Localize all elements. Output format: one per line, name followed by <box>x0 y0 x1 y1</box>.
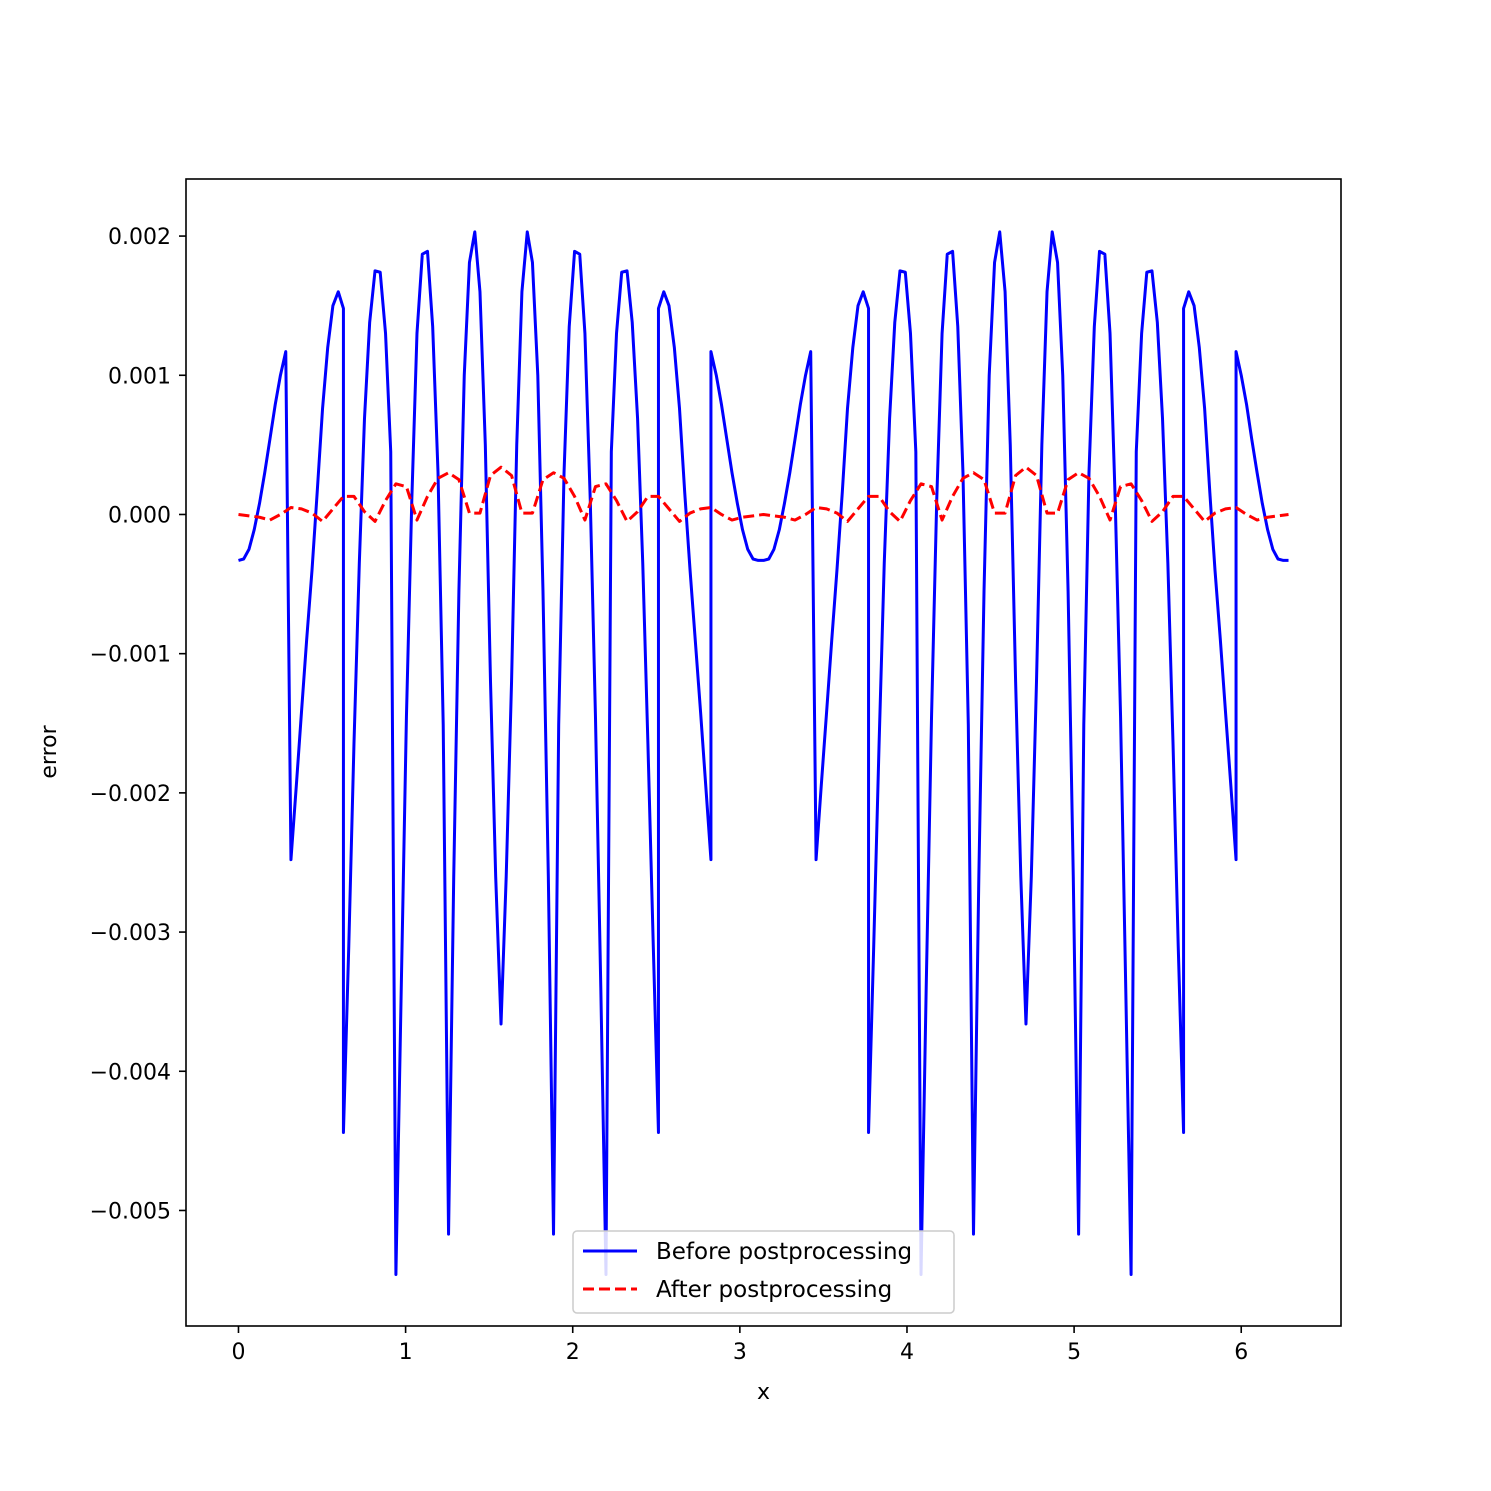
y-tick-label: −0.002 <box>90 782 171 807</box>
plot-frame <box>185 178 1342 1327</box>
y-tick-label: −0.003 <box>90 921 171 946</box>
x-tick-label: 5 <box>1067 1340 1081 1365</box>
y-tick-label: 0.002 <box>108 225 171 250</box>
x-axis-ticks: 0 1 2 3 4 5 6 <box>231 1326 1248 1365</box>
x-tick-label: 4 <box>900 1340 914 1365</box>
legend-label-before: Before postprocessing <box>656 1239 912 1265</box>
y-tick-label: 0.001 <box>108 364 171 389</box>
legend-box <box>572 1230 955 1314</box>
legend-label-after: After postprocessing <box>656 1277 892 1303</box>
x-axis-label: x <box>757 1380 770 1405</box>
y-tick-label: −0.001 <box>90 643 171 668</box>
x-tick-label: 3 <box>733 1340 747 1365</box>
y-tick-label: 0.000 <box>108 503 171 528</box>
x-tick-label: 1 <box>399 1340 413 1365</box>
plot-area <box>238 230 1289 1276</box>
series-after-line <box>238 465 1289 523</box>
series-layer <box>238 230 1289 1276</box>
x-tick-label: 2 <box>566 1340 580 1365</box>
series-before-line <box>238 230 1289 1276</box>
legend: Before postprocessing After postprocessi… <box>572 1230 955 1314</box>
y-tick-label: −0.005 <box>90 1199 171 1224</box>
y-axis-ticks: 0.002 0.001 0.000 −0.001 −0.002 −0.003 −0.004 −… <box>90 225 186 1224</box>
x-tick-label: 0 <box>231 1340 245 1365</box>
y-tick-label: −0.004 <box>90 1060 171 1085</box>
x-tick-label: 6 <box>1234 1340 1248 1365</box>
y-axis-label: error <box>37 724 62 778</box>
